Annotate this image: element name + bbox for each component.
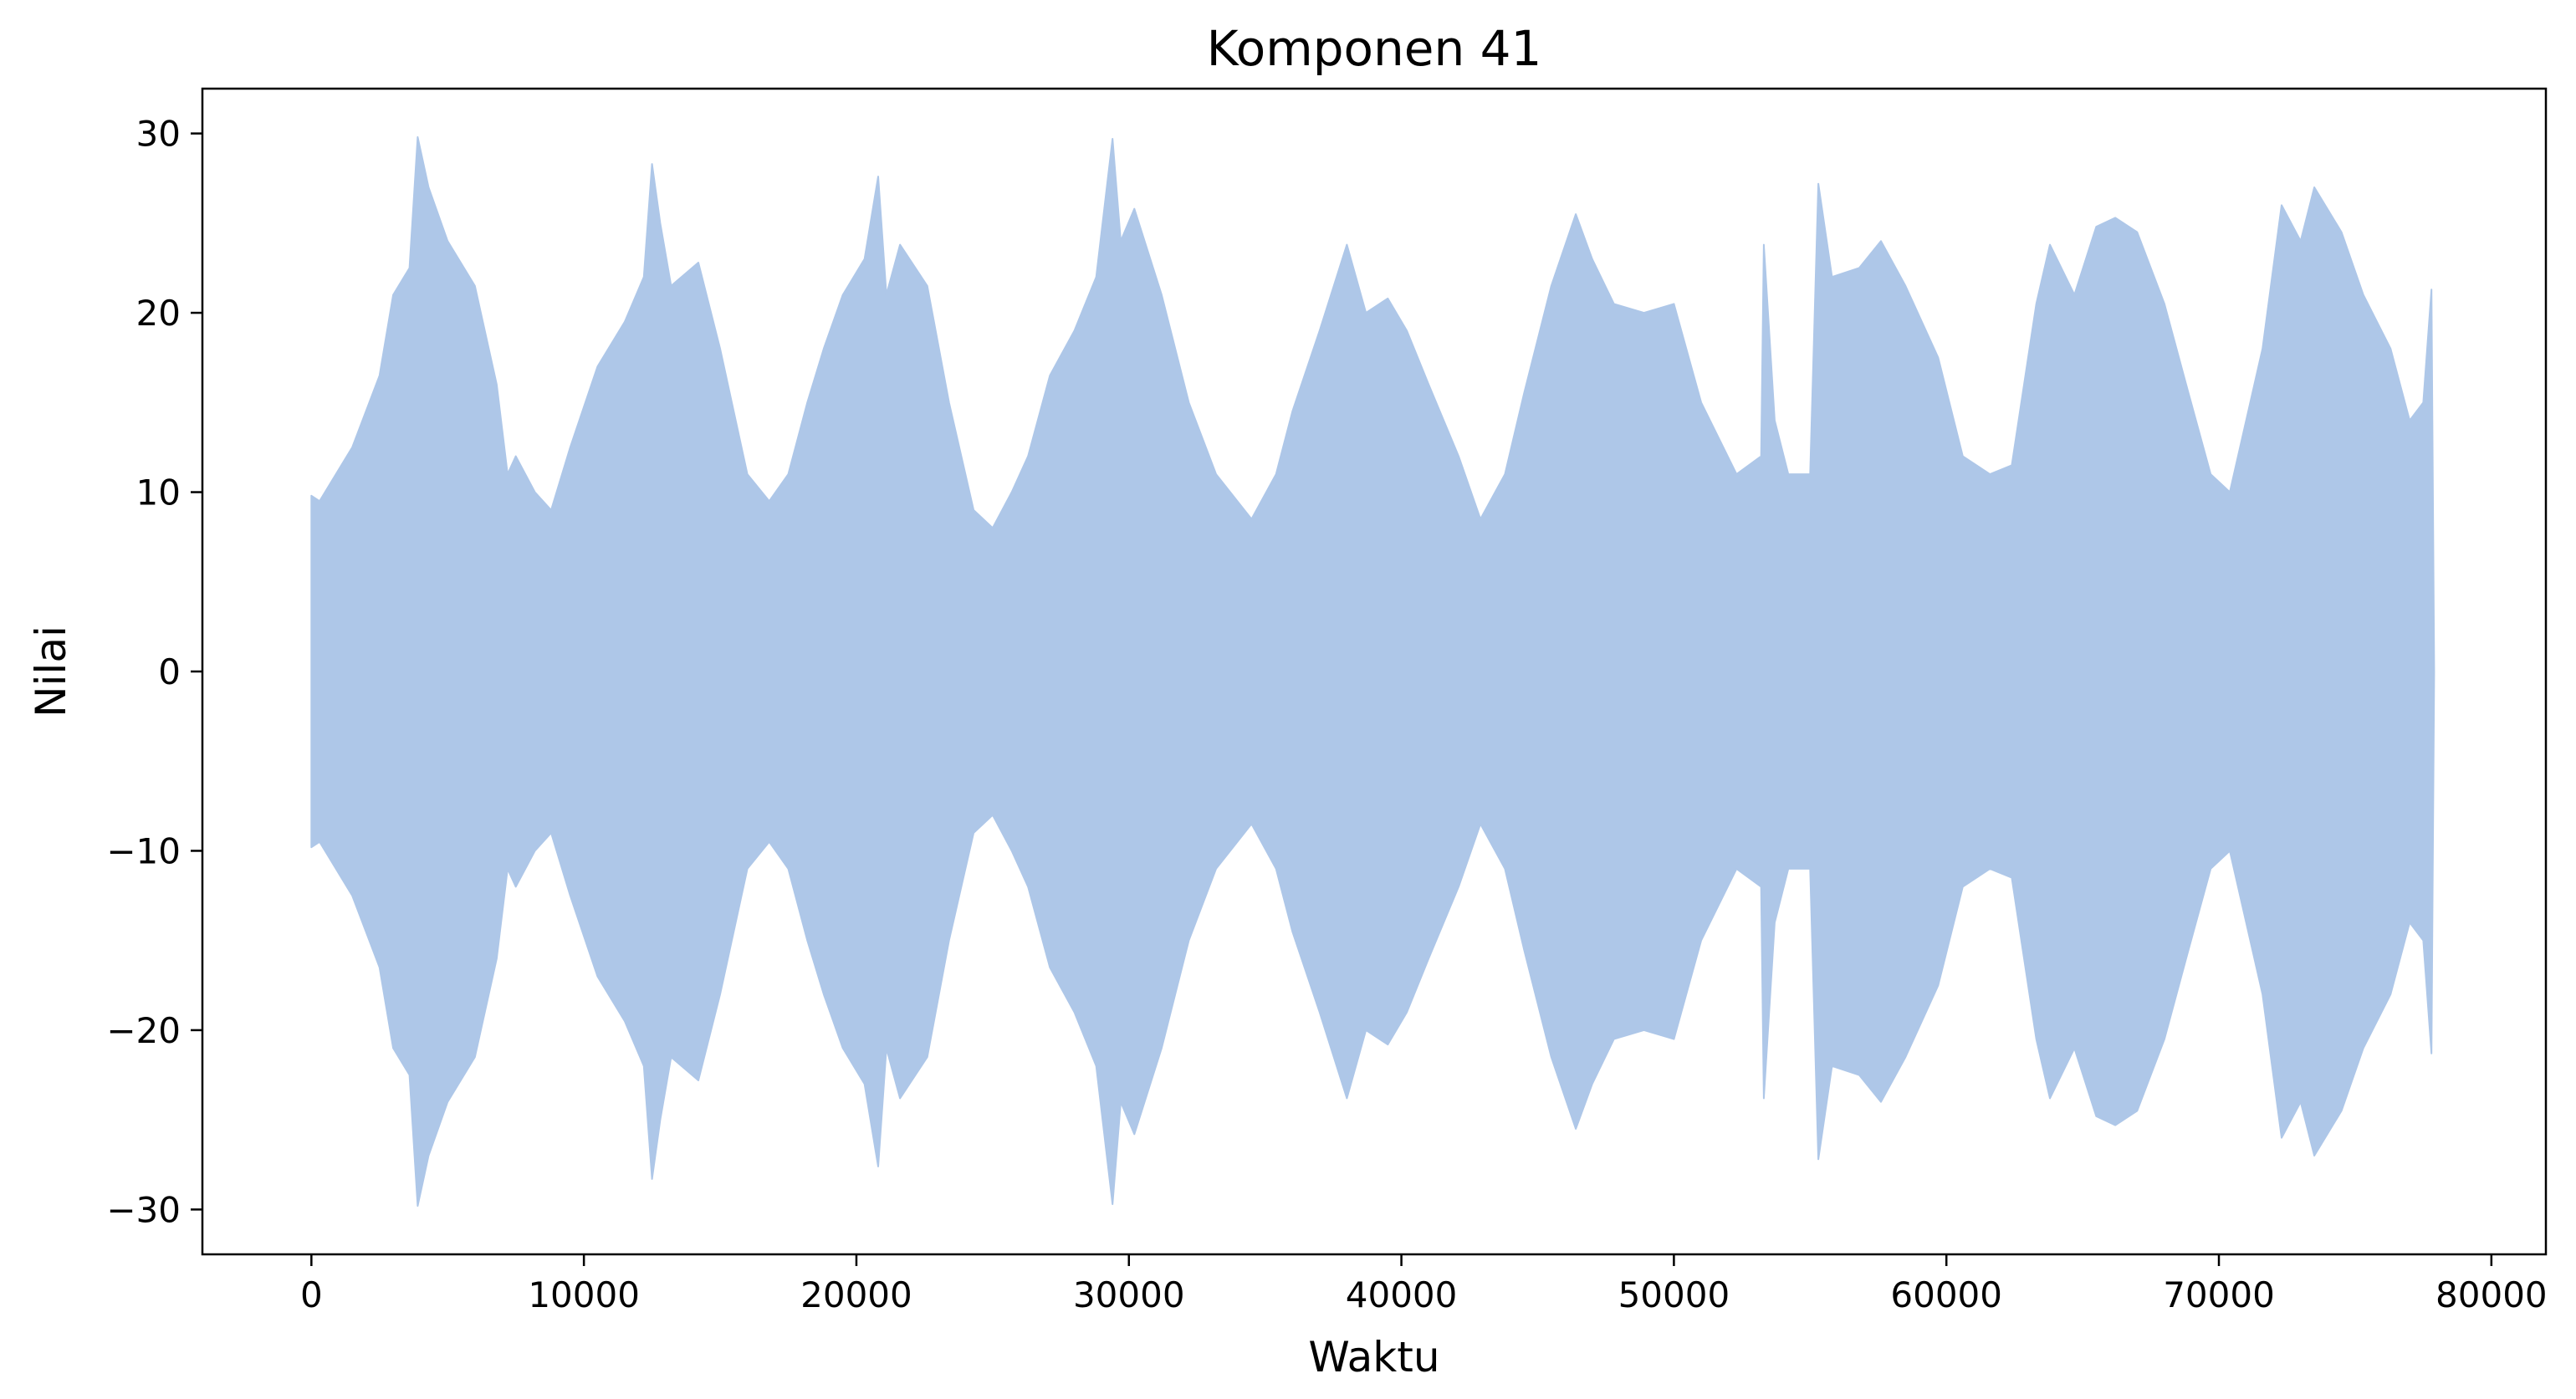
x-tick-label: 20000 bbox=[800, 1274, 912, 1315]
x-axis-ticks: 0 10000 20000 30000 40000 50000 60000 70000 8000… bbox=[300, 1254, 2548, 1315]
y-tick-label: 0 bbox=[158, 651, 181, 692]
y-tick-label: 30 bbox=[136, 114, 181, 155]
y-tick-label: −10 bbox=[106, 830, 181, 871]
chart-title: Komponen 41 bbox=[1207, 20, 1542, 77]
y-tick-label: 10 bbox=[136, 472, 181, 513]
x-axis-label: Waktu bbox=[1308, 1333, 1439, 1381]
x-tick-label: 80000 bbox=[2435, 1274, 2548, 1315]
x-tick-label: 70000 bbox=[2163, 1274, 2275, 1315]
y-axis-label: Nilai bbox=[27, 625, 75, 717]
y-tick-label: −30 bbox=[106, 1189, 181, 1230]
plot-area bbox=[310, 135, 2435, 1208]
x-tick-label: 50000 bbox=[1618, 1274, 1730, 1315]
x-tick-label: 40000 bbox=[1346, 1274, 1458, 1315]
y-tick-label: −20 bbox=[106, 1010, 181, 1051]
x-tick-label: 30000 bbox=[1073, 1274, 1185, 1315]
x-tick-label: 0 bbox=[300, 1274, 323, 1315]
series-signal-band bbox=[310, 135, 2435, 1208]
x-tick-label: 60000 bbox=[1890, 1274, 2002, 1315]
x-tick-label: 10000 bbox=[528, 1274, 640, 1315]
y-tick-label: 20 bbox=[136, 293, 181, 334]
y-axis-ticks: 30 20 10 0 −10 −20 −30 bbox=[106, 114, 202, 1230]
